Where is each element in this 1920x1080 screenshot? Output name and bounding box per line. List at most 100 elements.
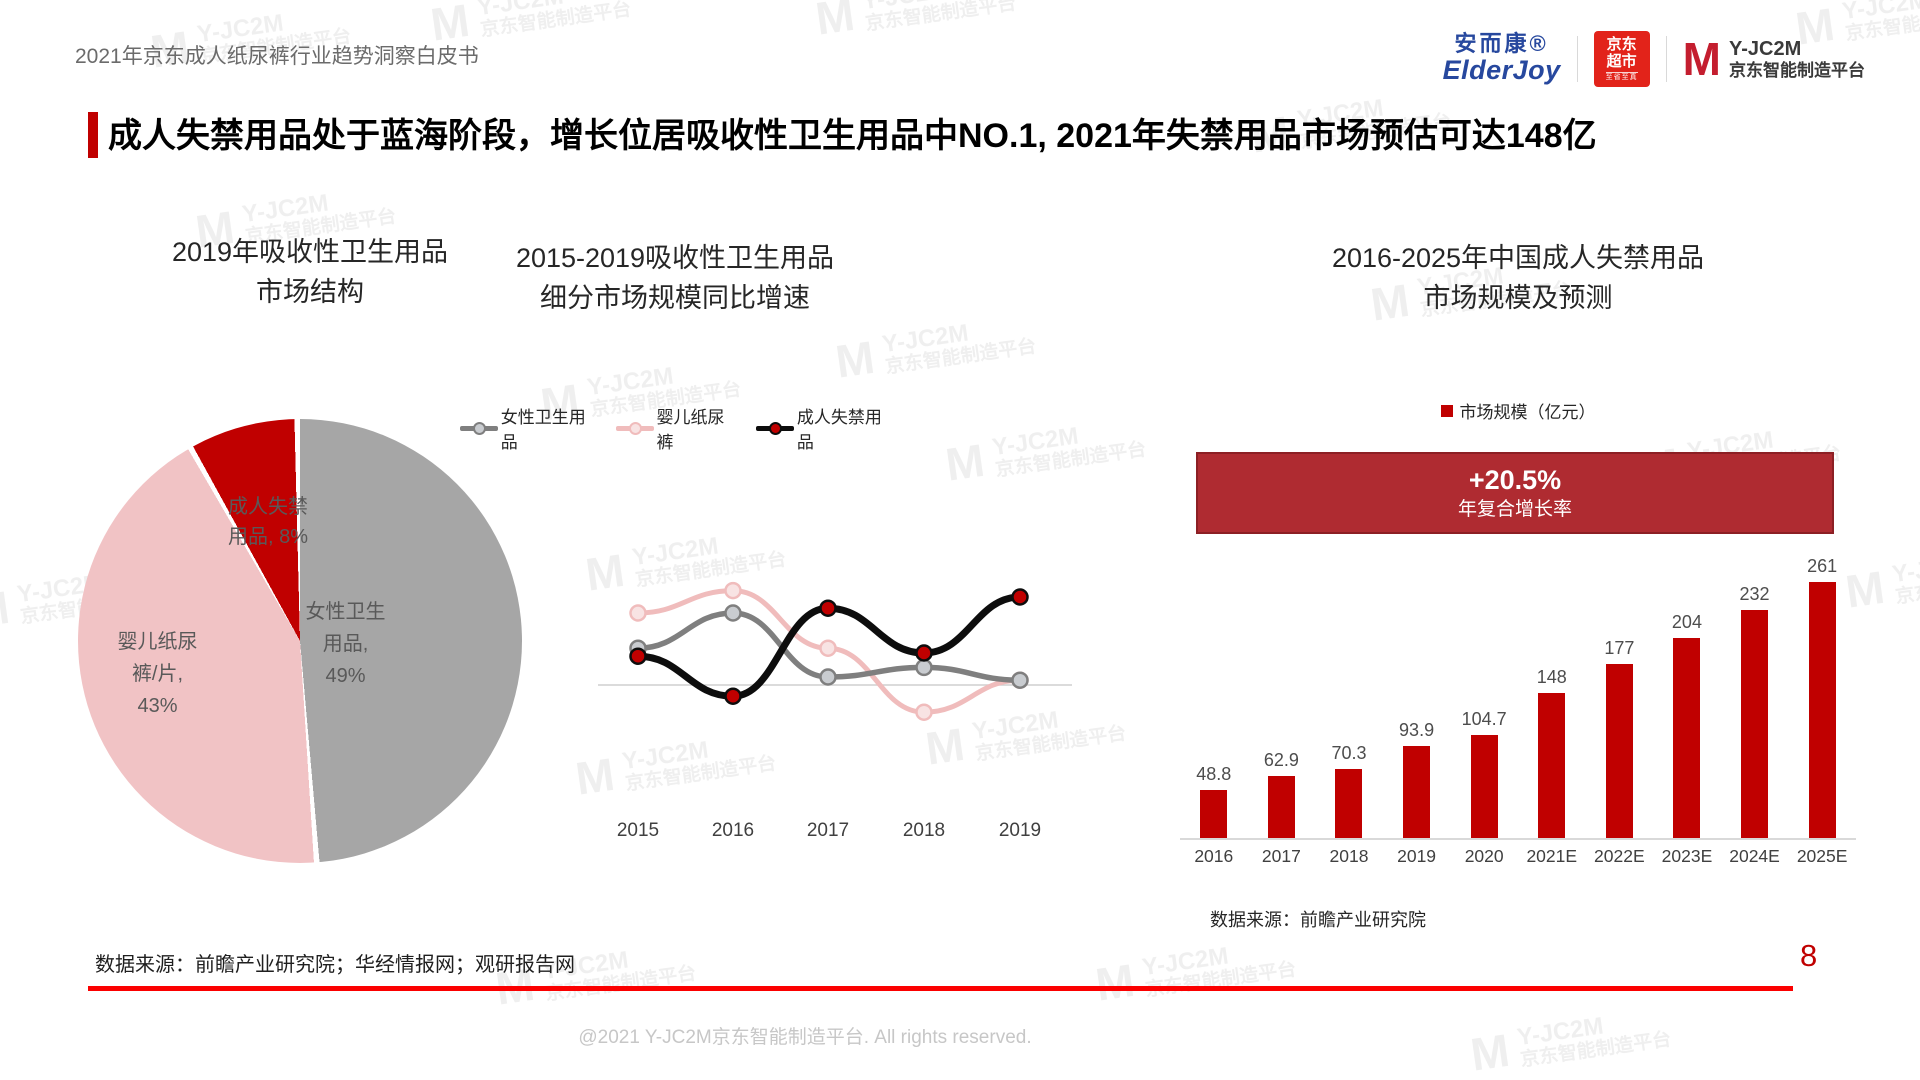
- watermark-line2: 京东智能制造平台: [1894, 565, 1920, 608]
- watermark-line2: 京东智能制造平台: [884, 335, 1038, 378]
- bar-column: 232: [1721, 555, 1789, 838]
- watermark-line1: Y-JC2M: [1140, 942, 1231, 982]
- bar-value-label: 204: [1671, 612, 1702, 632]
- bar-x-label: 2018: [1329, 846, 1369, 866]
- footer-rule: [88, 986, 1793, 991]
- bar-x-label: 2023E: [1661, 846, 1713, 866]
- yjc2m-name: Y-JC2M: [1729, 37, 1802, 60]
- elderjoy-cn-label: 安而康®: [1454, 31, 1549, 57]
- watermark-line1: Y-JC2M: [585, 362, 676, 402]
- line-x-label: 2016: [711, 820, 755, 841]
- watermark-line2: 京东智能制造平台: [1144, 958, 1298, 1001]
- watermark: MY-JC2M京东智能制造平台: [812, 0, 1018, 45]
- bar-value-label: 261: [1807, 556, 1838, 576]
- bar-chart-source: 数据来源：前瞻产业研究院: [1210, 910, 1426, 930]
- data-point-marker: [724, 604, 742, 622]
- legend-marker-black-icon: [756, 422, 795, 435]
- bar-value-label: 62.9: [1263, 750, 1299, 770]
- bar: [1267, 776, 1295, 838]
- bar-x-labels: 2016 2017 2018 2019 2020 2021E 2022E 2023E 2024E…: [1180, 846, 1856, 867]
- pie-title-line1: 2019年吸收性卫生用品: [171, 237, 449, 267]
- bar-value-label: 93.9: [1399, 720, 1435, 740]
- bar-x-label: 2019: [1397, 846, 1437, 866]
- bar-title-line1: 2016-2025年中国成人失禁用品: [1331, 243, 1705, 273]
- watermark-line2: 京东智能制造平台: [479, 0, 633, 41]
- bar: [1403, 746, 1431, 838]
- data-point-marker: [915, 658, 933, 677]
- logo-divider: [1576, 36, 1578, 82]
- pie-label-adult-line2: 用品, 8%: [227, 526, 309, 548]
- bar-value-label: 70.3: [1331, 743, 1367, 763]
- watermark-line1: Y-JC2M: [240, 189, 331, 229]
- bar-x-label: 2024E: [1729, 846, 1780, 866]
- bar-column: 93.9: [1383, 555, 1451, 838]
- pie-label-adult-line1: 成人失禁: [228, 496, 308, 518]
- legend-label: 婴儿纸尿裤: [656, 408, 725, 452]
- cagr-banner: +20.5% 年复合增长率: [1196, 452, 1834, 534]
- bar: [1470, 735, 1498, 838]
- legend-square-icon: [1440, 404, 1453, 417]
- jd-logo-tagline: 至省至真: [1605, 72, 1638, 82]
- line-chart-legend: 女性卫生用品 婴儿纸尿裤 成人失禁用品: [460, 403, 890, 453]
- title-accent-bar: [88, 112, 98, 158]
- line-x-label: 2015: [616, 820, 660, 841]
- bar-title-line2: 市场规模及预测: [1423, 283, 1613, 313]
- line-chart-svg: [598, 581, 1072, 721]
- bar-column: 70.3: [1315, 555, 1383, 838]
- data-point-marker: [724, 687, 742, 705]
- bar: [1538, 693, 1566, 838]
- copyright-text: @2021 Y-JC2M京东智能制造平台. All rights reserve…: [578, 1027, 1032, 1048]
- pie-label-female: 女性卫生 用品, 49%: [283, 596, 408, 692]
- cagr-value: +20.5%: [1468, 464, 1562, 495]
- watermark-mark-icon: M: [1092, 953, 1138, 1011]
- line-title-line2: 细分市场规模同比增速: [540, 283, 810, 313]
- yjc2m-subname: 京东智能制造平台: [1729, 60, 1865, 80]
- pie-label-female-line2: 用品,: [322, 633, 369, 655]
- watermark-line1: Y-JC2M: [990, 422, 1081, 462]
- document-title: 2021年京东成人纸尿裤行业趋势洞察白皮书: [75, 45, 479, 68]
- line-x-label: 2019: [998, 820, 1042, 841]
- data-source-text: 数据来源：前瞻产业研究院；华经情报网；观研报告网: [95, 954, 575, 976]
- bar: [1808, 582, 1836, 838]
- legend-item-baby: 婴儿纸尿裤: [615, 403, 734, 453]
- line-x-label: 2017: [806, 820, 850, 841]
- cagr-label: 年复合增长率: [1457, 498, 1572, 520]
- legend-label: 女性卫生用品: [500, 408, 586, 452]
- legend-marker-pink-icon: [615, 422, 654, 435]
- watermark-mark-icon: M: [832, 330, 878, 388]
- bar-value-label: 48.8: [1196, 764, 1232, 784]
- pie-label-female-line1: 女性卫生: [305, 601, 386, 623]
- bar-column: 177: [1586, 555, 1654, 838]
- data-point-marker: [915, 703, 933, 721]
- legend-item-female: 女性卫生用品: [460, 403, 594, 453]
- jd-logo-line1: 京东: [1606, 35, 1637, 53]
- data-point-marker: [819, 599, 837, 617]
- watermark-mark-icon: M: [812, 0, 858, 45]
- jd-supermarket-logo: 京东 超市 至省至真: [1593, 31, 1650, 87]
- logo-group: 安而康® ElderJoy 京东 超市 至省至真 M Y-JC2M 京东智能制造…: [1443, 28, 1865, 90]
- logo-divider: [1665, 36, 1667, 82]
- bar-legend-label: 市场规模（亿元）: [1459, 403, 1596, 422]
- data-point-marker: [1011, 588, 1029, 606]
- pie-label-female-line3: 49%: [325, 665, 366, 687]
- bar-value-label: 148: [1536, 667, 1567, 687]
- bar-chart: 48.8 62.9 70.3 93.9 104.7 148 177 204 232 261: [1180, 555, 1856, 840]
- pie-label-adult: 成人失禁 用品, 8%: [198, 492, 338, 552]
- line-x-label: 2018: [902, 820, 946, 841]
- bar-column: 261: [1788, 555, 1856, 838]
- bar: [1605, 664, 1633, 838]
- yjc2m-mark-icon: M: [1682, 33, 1721, 85]
- bar-x-label: 2025E: [1796, 846, 1848, 866]
- bar-x-label: 2020: [1464, 846, 1504, 866]
- data-point-marker: [1011, 671, 1029, 689]
- data-point-marker: [819, 639, 837, 657]
- bar-chart-title: 2016-2025年中国成人失禁用品 市场规模及预测: [1180, 238, 1856, 318]
- legend-label: 成人失禁用品: [796, 408, 882, 452]
- bar-column: 48.8: [1180, 555, 1248, 838]
- watermark-line1: Y-JC2M: [880, 319, 971, 359]
- bar-column: 104.7: [1450, 555, 1518, 838]
- watermark-line1: Y-JC2M: [475, 0, 566, 22]
